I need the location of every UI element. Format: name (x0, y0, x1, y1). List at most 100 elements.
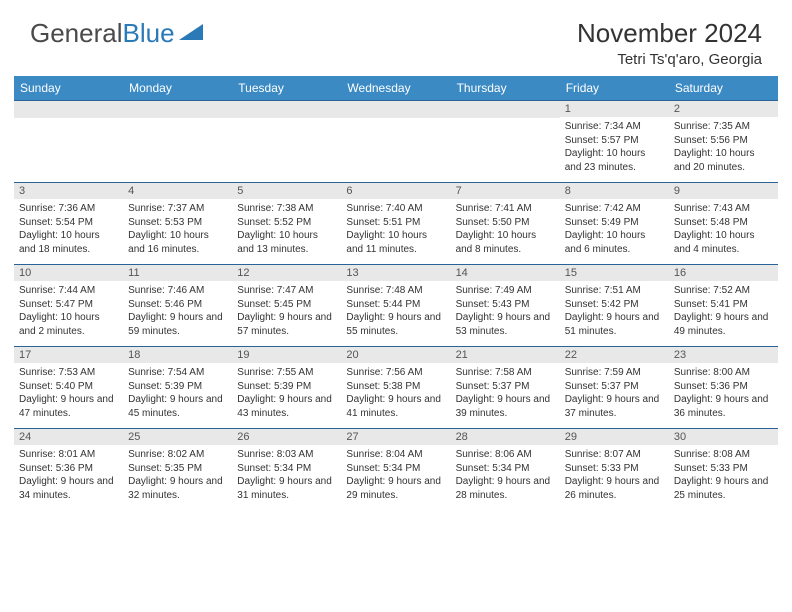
calendar-cell: 10 Sunrise: 7:44 AMSunset: 5:47 PMDayligh… (14, 264, 123, 346)
day-info: Sunrise: 7:46 AMSunset: 5:46 PMDaylight:… (128, 284, 227, 338)
dayname: Sunday (14, 76, 123, 100)
sunset-text: Sunset: 5:37 PM (565, 380, 664, 394)
calendar-cell: 15Sunrise: 7:51 AMSunset: 5:42 PMDayligh… (560, 264, 669, 346)
sunset-text: Sunset: 5:54 PM (19, 216, 118, 230)
triangle-icon (179, 18, 207, 49)
sunrise-text: Sunrise: 7:55 AM (237, 366, 336, 380)
daylight-text: Daylight: 10 hours and 23 minutes. (565, 147, 664, 174)
calendar-cell (123, 100, 232, 182)
dayname: Wednesday (341, 76, 450, 100)
daylight-text: Daylight: 9 hours and 36 minutes. (674, 393, 773, 420)
day-number: 28 (451, 429, 560, 445)
day-number: 6 (341, 183, 450, 199)
calendar-cell: 11Sunrise: 7:46 AMSunset: 5:46 PMDayligh… (123, 264, 232, 346)
sunrise-text: Sunrise: 7:40 AM (346, 202, 445, 216)
sunset-text: Sunset: 5:38 PM (346, 380, 445, 394)
day-number: 10 (14, 265, 123, 281)
day-number (14, 101, 123, 118)
day-info: Sunrise: 7:47 AMSunset: 5:45 PMDaylight:… (237, 284, 336, 338)
sunrise-text: Sunrise: 7:34 AM (565, 120, 664, 134)
dayname: Friday (560, 76, 669, 100)
daylight-text: Daylight: 9 hours and 26 minutes. (565, 475, 664, 502)
sunset-text: Sunset: 5:52 PM (237, 216, 336, 230)
day-info: Sunrise: 7:38 AMSunset: 5:52 PMDaylight:… (237, 202, 336, 256)
daylight-text: Daylight: 10 hours and 6 minutes. (565, 229, 664, 256)
day-number: 9 (669, 183, 778, 199)
day-number: 25 (123, 429, 232, 445)
sunrise-text: Sunrise: 7:43 AM (674, 202, 773, 216)
day-number: 14 (451, 265, 560, 281)
sunset-text: Sunset: 5:34 PM (237, 462, 336, 476)
daylight-text: Daylight: 9 hours and 25 minutes. (674, 475, 773, 502)
sunrise-text: Sunrise: 7:56 AM (346, 366, 445, 380)
sunset-text: Sunset: 5:36 PM (674, 380, 773, 394)
sunrise-text: Sunrise: 7:58 AM (456, 366, 555, 380)
sunrise-text: Sunrise: 7:38 AM (237, 202, 336, 216)
calendar-cell: 28Sunrise: 8:06 AMSunset: 5:34 PMDayligh… (451, 428, 560, 510)
day-info: Sunrise: 8:04 AMSunset: 5:34 PMDaylight:… (346, 448, 445, 502)
sunset-text: Sunset: 5:45 PM (237, 298, 336, 312)
daylight-text: Daylight: 10 hours and 20 minutes. (674, 147, 773, 174)
sunrise-text: Sunrise: 7:36 AM (19, 202, 118, 216)
day-info: Sunrise: 7:43 AMSunset: 5:48 PMDaylight:… (674, 202, 773, 256)
day-info: Sunrise: 7:55 AMSunset: 5:39 PMDaylight:… (237, 366, 336, 420)
daylight-text: Daylight: 9 hours and 43 minutes. (237, 393, 336, 420)
sunrise-text: Sunrise: 7:44 AM (19, 284, 118, 298)
day-number: 16 (669, 265, 778, 281)
sunset-text: Sunset: 5:34 PM (346, 462, 445, 476)
sunrise-text: Sunrise: 7:42 AM (565, 202, 664, 216)
day-number: 19 (232, 347, 341, 363)
calendar-cell: 18Sunrise: 7:54 AMSunset: 5:39 PMDayligh… (123, 346, 232, 428)
sunrise-text: Sunrise: 7:51 AM (565, 284, 664, 298)
day-number: 4 (123, 183, 232, 199)
day-number (451, 101, 560, 118)
day-number: 24 (14, 429, 123, 445)
day-info: Sunrise: 7:48 AMSunset: 5:44 PMDaylight:… (346, 284, 445, 338)
calendar-cell: 24Sunrise: 8:01 AMSunset: 5:36 PMDayligh… (14, 428, 123, 510)
dayname: Thursday (451, 76, 560, 100)
logo: GeneralBlue (30, 18, 207, 49)
daylight-text: Daylight: 9 hours and 32 minutes. (128, 475, 227, 502)
daylight-text: Daylight: 10 hours and 16 minutes. (128, 229, 227, 256)
calendar-cell: 3Sunrise: 7:36 AMSunset: 5:54 PMDaylight… (14, 182, 123, 264)
day-info: Sunrise: 7:36 AMSunset: 5:54 PMDaylight:… (19, 202, 118, 256)
sunset-text: Sunset: 5:33 PM (674, 462, 773, 476)
sunset-text: Sunset: 5:53 PM (128, 216, 227, 230)
day-number (123, 101, 232, 118)
calendar-cell: 20Sunrise: 7:56 AMSunset: 5:38 PMDayligh… (341, 346, 450, 428)
sunrise-text: Sunrise: 7:49 AM (456, 284, 555, 298)
sunrise-text: Sunrise: 7:46 AM (128, 284, 227, 298)
daylight-text: Daylight: 9 hours and 39 minutes. (456, 393, 555, 420)
title-block: November 2024 Tetri Ts'q'aro, Georgia (577, 18, 762, 68)
calendar-cell: 14Sunrise: 7:49 AMSunset: 5:43 PMDayligh… (451, 264, 560, 346)
sunset-text: Sunset: 5:51 PM (346, 216, 445, 230)
day-info: Sunrise: 7:44 AMSunset: 5:47 PMDaylight:… (19, 284, 118, 338)
sunset-text: Sunset: 5:46 PM (128, 298, 227, 312)
day-number: 12 (232, 265, 341, 281)
day-number: 2 (669, 101, 778, 117)
calendar-cell: 8Sunrise: 7:42 AMSunset: 5:49 PMDaylight… (560, 182, 669, 264)
sunrise-text: Sunrise: 7:37 AM (128, 202, 227, 216)
sunset-text: Sunset: 5:39 PM (237, 380, 336, 394)
daylight-text: Daylight: 10 hours and 18 minutes. (19, 229, 118, 256)
day-number: 27 (341, 429, 450, 445)
sunset-text: Sunset: 5:33 PM (565, 462, 664, 476)
day-info: Sunrise: 8:02 AMSunset: 5:35 PMDaylight:… (128, 448, 227, 502)
header: GeneralBlue November 2024 Tetri Ts'q'aro… (0, 0, 792, 76)
sunrise-text: Sunrise: 8:01 AM (19, 448, 118, 462)
day-info: Sunrise: 7:51 AMSunset: 5:42 PMDaylight:… (565, 284, 664, 338)
sunrise-text: Sunrise: 7:35 AM (674, 120, 773, 134)
calendar-cell: 22Sunrise: 7:59 AMSunset: 5:37 PMDayligh… (560, 346, 669, 428)
calendar-cell: 9 Sunrise: 7:43 AMSunset: 5:48 PMDaylight… (669, 182, 778, 264)
sunrise-text: Sunrise: 8:03 AM (237, 448, 336, 462)
day-info: Sunrise: 8:03 AMSunset: 5:34 PMDaylight:… (237, 448, 336, 502)
day-info: Sunrise: 7:54 AMSunset: 5:39 PMDaylight:… (128, 366, 227, 420)
calendar-cell: 13Sunrise: 7:48 AMSunset: 5:44 PMDayligh… (341, 264, 450, 346)
day-info: Sunrise: 7:59 AMSunset: 5:37 PMDaylight:… (565, 366, 664, 420)
sunrise-text: Sunrise: 7:53 AM (19, 366, 118, 380)
logo-text-1: General (30, 18, 123, 49)
calendar-cell (14, 100, 123, 182)
calendar-cell: 19 Sunrise: 7:55 AMSunset: 5:39 PMDayligh… (232, 346, 341, 428)
daylight-text: Daylight: 9 hours and 47 minutes. (19, 393, 118, 420)
daylight-text: Daylight: 10 hours and 2 minutes. (19, 311, 118, 338)
